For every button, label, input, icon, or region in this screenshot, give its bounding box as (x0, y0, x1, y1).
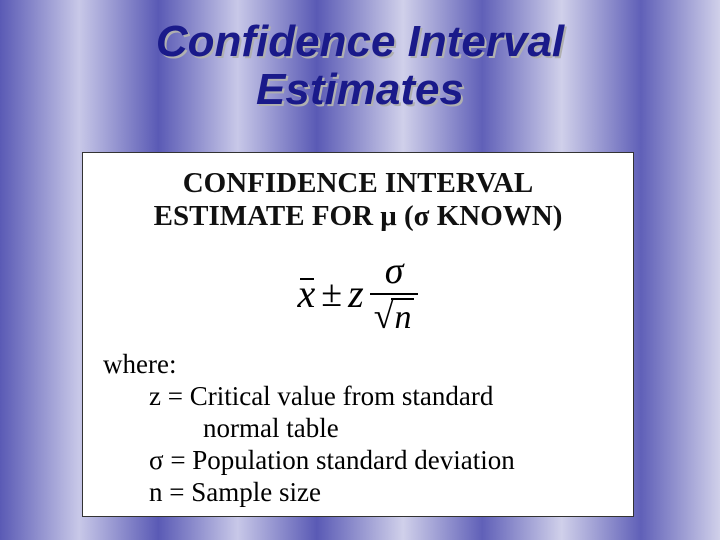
content-card: CONFIDENCE INTERVAL ESTIMATE FOR μ (σ KN… (82, 152, 634, 517)
formula-inner: x ± z σ √ n (298, 252, 419, 336)
z-glyph: z (348, 274, 364, 314)
def-sigma: σ = Population standard deviation (149, 445, 615, 477)
where-block: where: z = Critical value from standard … (101, 349, 615, 508)
def-z-line2: normal table (203, 413, 615, 445)
subhead-line-1: CONFIDENCE INTERVAL (183, 167, 534, 199)
x-bar: x (298, 274, 316, 314)
title-line-2: Estimates (256, 65, 464, 114)
subhead-line-2c: KNOWN) (429, 200, 562, 232)
subhead-line-2a: ESTIMATE FOR (154, 200, 381, 232)
def-n: n = Sample size (149, 477, 615, 509)
formula: x ± z σ √ n (101, 252, 615, 336)
def-sigma-text: = Population standard deviation (164, 445, 515, 475)
slide-title: Confidence Interval Estimates (0, 0, 720, 113)
fraction-numerator: σ (379, 252, 410, 293)
title-line-1: Confidence Interval (156, 17, 564, 66)
fraction-denominator: √ n (370, 293, 419, 336)
radicand-n: n (391, 298, 414, 336)
plus-minus-icon: ± (321, 275, 342, 313)
where-label: where: (103, 349, 615, 381)
def-z-line1: z = Critical value from standard (149, 381, 615, 413)
subhead-line-2b: ( (397, 200, 414, 232)
card-heading: CONFIDENCE INTERVAL ESTIMATE FOR μ (σ KN… (101, 167, 615, 234)
def-sigma-sym: σ (149, 445, 164, 475)
bar-overline-icon (300, 278, 315, 280)
mu-symbol: μ (380, 200, 396, 232)
fraction: σ √ n (370, 252, 419, 336)
sigma-symbol: σ (414, 200, 430, 232)
